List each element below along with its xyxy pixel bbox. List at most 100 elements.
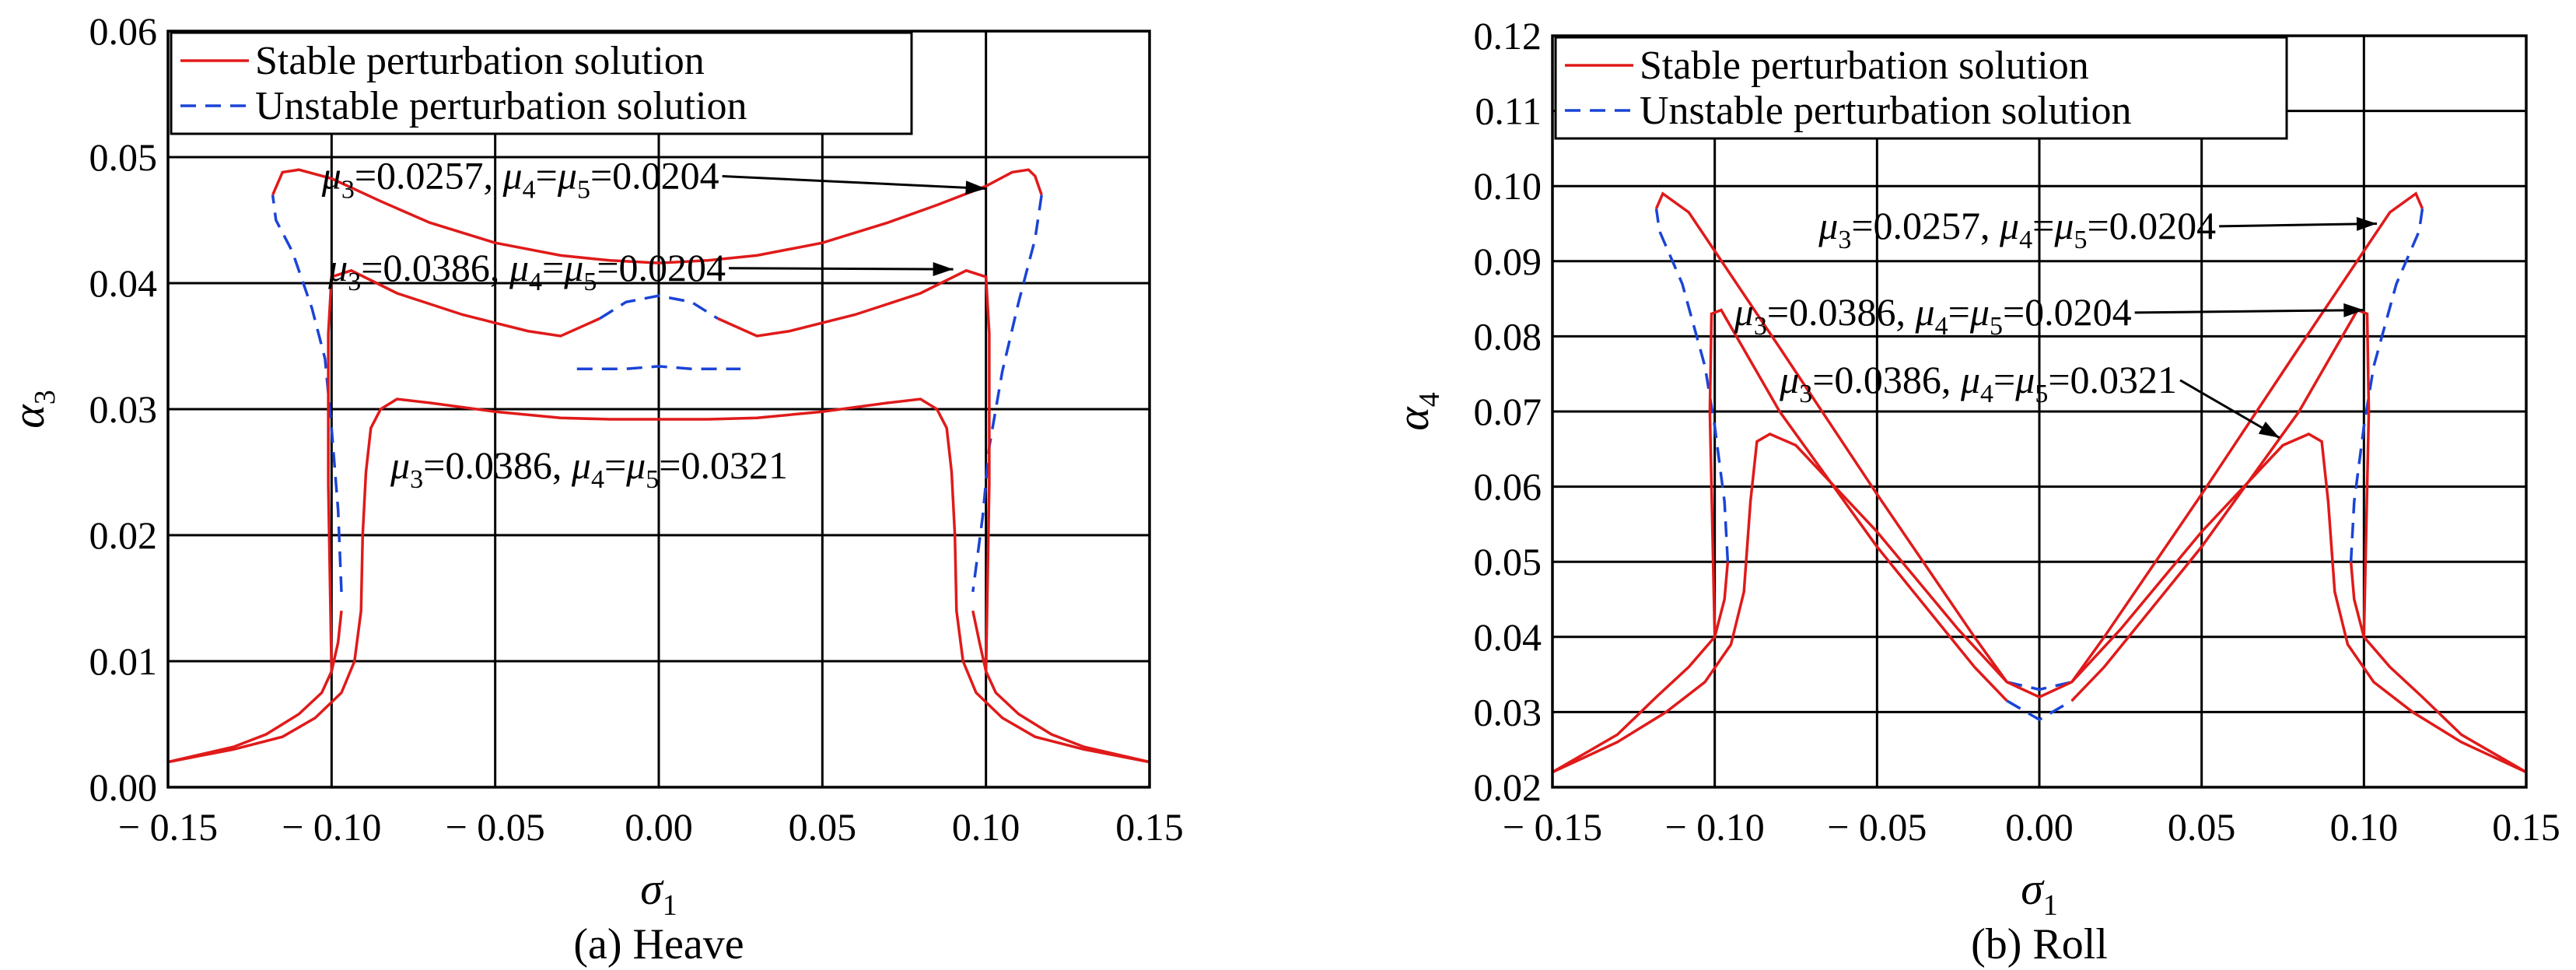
y-tick-label: 0.08	[1474, 314, 1542, 358]
x-tick-label: − 0.10	[1665, 805, 1765, 849]
y-axis-label-symbol: α	[3, 404, 54, 429]
x-tick-label: − 0.05	[446, 805, 545, 849]
stable-series-line	[167, 611, 343, 764]
stable-series-line	[2349, 562, 2527, 774]
x-axis-label-subscript: 1	[663, 889, 677, 922]
annotation-subscript: 5	[577, 176, 590, 205]
annotation-value: =0.0386,	[361, 246, 509, 289]
unstable-series-line	[2349, 208, 2424, 562]
unstable-series-line	[271, 194, 343, 592]
annotation-value: =0.0204	[590, 154, 719, 198]
curve-annotation: μ3=0.0386, μ4=μ5=0.0321	[390, 443, 788, 494]
annotation-symbol: μ	[1779, 358, 1799, 401]
x-tick-label: − 0.15	[118, 805, 218, 849]
y-tick-label: 0.00	[89, 765, 158, 809]
y-tick-label: 0.03	[89, 387, 158, 431]
annotation-symbol: μ	[625, 443, 646, 487]
annotation-text: μ3=0.0386, μ4=μ5=0.0321	[1779, 358, 2177, 408]
annotation-arrow-line	[2219, 222, 2378, 228]
annotation-symbol: μ	[571, 443, 591, 487]
annotation-symbol: μ	[563, 246, 583, 289]
annotation-subscript: 5	[2035, 380, 2048, 408]
annotation-value: =	[1948, 290, 1970, 334]
annotation-symbol: μ	[1734, 290, 1754, 334]
legend-label: Unstable perturbation solution	[1640, 89, 2132, 133]
annotation-arrow-head	[933, 262, 954, 277]
annotation-symbol: μ	[1915, 290, 1935, 334]
annotation-arrow-head	[2356, 216, 2378, 231]
annotation-subscript: 5	[583, 268, 597, 296]
annotation-value: =	[1993, 358, 2015, 401]
annotation-symbol: μ	[1999, 204, 2019, 247]
y-tick-label: 0.03	[1474, 690, 1542, 734]
annotation-value: =	[2032, 204, 2054, 247]
annotation-arrow-head	[2343, 303, 2364, 317]
annotation-arrow-line	[2134, 309, 2364, 314]
stable-series-line	[2070, 191, 2424, 683]
stable-series-line	[971, 610, 1150, 764]
y-axis-label-subscript: 4	[1413, 392, 1446, 407]
y-tick-label: 0.01	[89, 639, 158, 683]
annotation-symbol: μ	[321, 154, 341, 198]
x-axis-label: σ1	[640, 863, 677, 922]
annotation-subscript: 5	[2074, 226, 2087, 254]
chart-heave: − 0.15 − 0.10 − 0.05 0.00 0.05 0.10 0.15 0.00 0.…	[3, 9, 1184, 968]
annotation-arrow-head	[965, 180, 986, 195]
legend-label: Stable perturbation solution	[1640, 44, 2089, 88]
y-axis-label: α3	[3, 390, 61, 428]
annotation-subscript: 5	[646, 465, 659, 494]
y-tick-label: 0.09	[1474, 240, 1542, 283]
annotation-value: =0.0386,	[1767, 290, 1916, 334]
panel-caption: (b) Roll	[1971, 920, 2108, 968]
x-tick-label: 0.05	[2168, 805, 2236, 849]
annotation-value: =	[542, 246, 564, 289]
x-tick-label: 0.15	[1115, 805, 1184, 849]
x-tick-label: 0.15	[2492, 805, 2560, 849]
x-tick-label: − 0.05	[1827, 805, 1927, 849]
annotation-symbol: μ	[327, 246, 348, 289]
y-tick-label: 0.06	[89, 9, 158, 53]
stable-series-line	[1552, 562, 1730, 774]
annotation-value: =0.0386,	[1812, 358, 1961, 401]
annotation-arrow-line	[729, 267, 954, 271]
y-axis-label-symbol: α	[1388, 406, 1438, 431]
unstable-series-line	[1654, 208, 1730, 562]
annotation-symbol: μ	[1969, 290, 1990, 334]
annotation-subscript: 4	[1935, 312, 1948, 341]
annotation-value: =	[536, 154, 558, 198]
y-axis-label: α4	[1388, 392, 1446, 430]
annotation-arrow-head	[2258, 421, 2280, 438]
unstable-series-line	[2006, 699, 2073, 722]
curve-annotation: μ3=0.0386, μ4=μ5=0.0321	[1779, 358, 2280, 439]
annotation-subscript: 3	[410, 465, 423, 494]
annotation-value: =	[604, 443, 626, 487]
x-axis-label-subscript: 1	[2043, 889, 2058, 922]
annotation-value: =0.0257,	[355, 154, 503, 198]
annotation-text: μ3=0.0386, μ4=μ5=0.0204	[1734, 290, 2132, 341]
x-tick-label: 0.10	[952, 805, 1020, 849]
annotation-subscript: 4	[2019, 226, 2032, 254]
y-tick-label: 0.06	[1474, 465, 1542, 509]
x-tick-label: − 0.15	[1503, 805, 1602, 849]
annotation-text: μ3=0.0386, μ4=μ5=0.0204	[327, 246, 726, 296]
stable-series-line	[327, 268, 601, 672]
annotation-symbol: μ	[390, 443, 410, 487]
annotation-symbol: μ	[2053, 204, 2074, 247]
annotation-value: =0.0204	[2003, 290, 2132, 334]
y-tick-label: 0.02	[1474, 765, 1542, 809]
annotation-subscript: 3	[1754, 312, 1767, 341]
y-tick-label: 0.10	[1474, 164, 1542, 208]
y-axis-label-subscript: 3	[29, 390, 61, 404]
stable-series-line	[1654, 191, 2008, 683]
annotation-subscript: 4	[529, 268, 542, 296]
x-axis-label-symbol: σ	[640, 863, 664, 914]
y-tick-label: 0.04	[1474, 615, 1542, 659]
x-tick-label: − 0.10	[282, 805, 381, 849]
annotation-text: μ3=0.0386, μ4=μ5=0.0321	[390, 443, 788, 494]
x-axis-label: σ1	[2021, 863, 2058, 922]
annotation-value: =0.0321	[659, 443, 788, 487]
plot-frame	[1551, 34, 2528, 789]
